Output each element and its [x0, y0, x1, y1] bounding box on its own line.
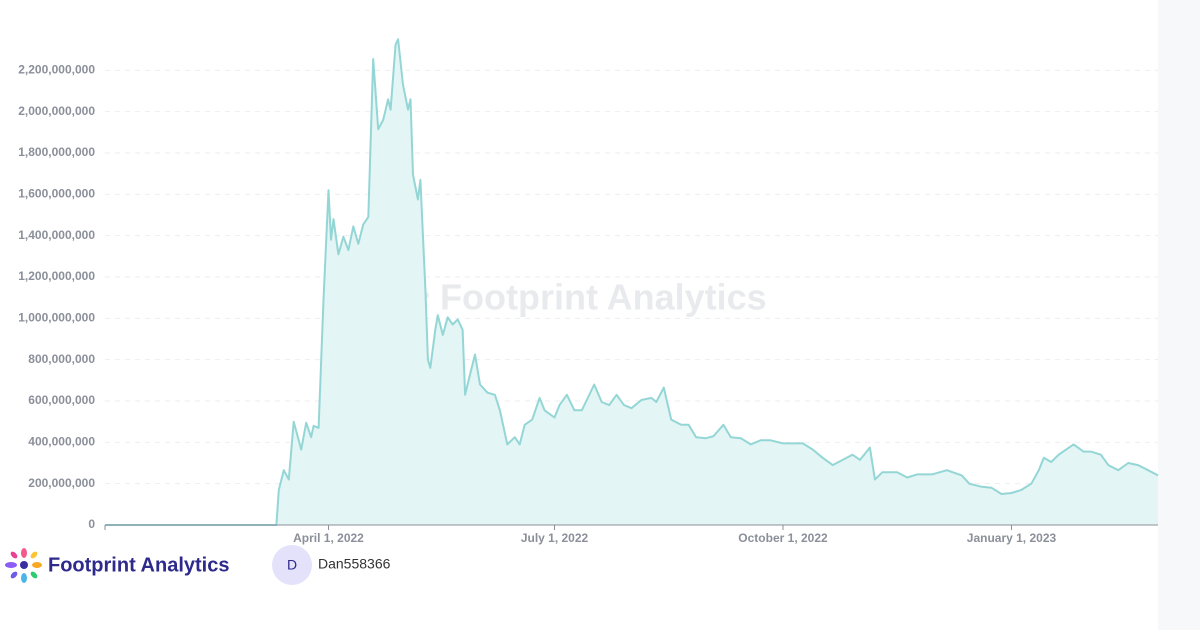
side-panel — [1158, 0, 1200, 630]
avatar[interactable] — [272, 545, 312, 585]
area — [105, 39, 1158, 526]
y-tick-label: 600,000,000 — [28, 393, 95, 407]
brand-name: Footprint Analytics — [48, 554, 229, 576]
y-tick-label: 0 — [88, 517, 95, 531]
y-tick-label: 2,000,000,000 — [18, 104, 95, 118]
y-tick-label: 400,000,000 — [28, 435, 95, 449]
y-tick-label: 1,200,000,000 — [18, 269, 95, 283]
y-tick-label: 1,800,000,000 — [18, 145, 95, 159]
user-name[interactable]: Dan558366 — [318, 556, 391, 572]
y-tick-label: 1,600,000,000 — [18, 187, 95, 201]
y-tick-label: 1,000,000,000 — [18, 311, 95, 325]
avatar-initial[interactable]: D — [287, 557, 297, 573]
x-tick-label: January 1, 2023 — [967, 531, 1057, 545]
x-tick-label: April 1, 2022 — [293, 531, 364, 545]
line — [105, 38, 1159, 526]
y-tick-label: 2,200,000,000 — [18, 63, 95, 77]
y-tick-label: 800,000,000 — [28, 352, 95, 366]
brand-logo — [5, 548, 42, 583]
x-tick-label: July 1, 2022 — [521, 531, 589, 545]
watermark-text: Footprint Analytics — [440, 277, 767, 318]
x-tick-label: October 1, 2022 — [738, 531, 828, 545]
y-tick-label: 1,400,000,000 — [18, 228, 95, 242]
y-tick-label: 200,000,000 — [28, 476, 95, 490]
